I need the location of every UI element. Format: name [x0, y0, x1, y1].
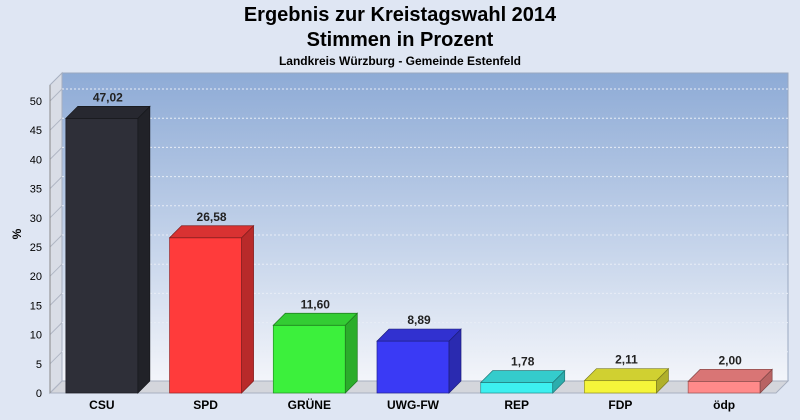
bar-value-label: 47,02 — [93, 90, 123, 104]
bar-top — [272, 312, 359, 326]
x-tick-label: GRÜNE — [288, 397, 331, 412]
bar-value-label: 1,78 — [511, 355, 535, 369]
bar-ödp — [687, 368, 773, 394]
bar-rep — [479, 369, 566, 394]
bar-side — [137, 105, 151, 394]
x-tick-label: ödp — [713, 398, 735, 412]
y-tick-label: 40 — [30, 154, 42, 166]
grid-line-side — [49, 322, 63, 335]
bar-front — [376, 340, 450, 394]
bar-top — [168, 225, 255, 239]
y-tick-label: 15 — [30, 300, 42, 312]
chart-title: Ergebnis zur Kreistagswahl 2014 — [243, 4, 557, 26]
bar-top — [687, 368, 773, 382]
bar-top — [376, 328, 462, 342]
bar-value-label: 26,58 — [197, 210, 227, 224]
bar-spd — [168, 224, 255, 394]
y-tick-label: 50 — [30, 96, 42, 108]
y-tick-label: 20 — [30, 271, 42, 283]
grid-line-side — [49, 234, 63, 248]
grid-line-side — [49, 117, 63, 131]
y-axis-label: % — [10, 228, 24, 239]
y-tick-label: 25 — [30, 242, 42, 254]
x-tick-label: UWG-FW — [387, 398, 440, 412]
bar-front — [480, 382, 554, 394]
x-tick-label: REP — [504, 398, 529, 412]
y-tick-label: 30 — [30, 213, 42, 225]
grid-line-side — [49, 147, 63, 160]
bar-uwg-fw — [376, 328, 462, 394]
y-tick-label: 5 — [36, 359, 42, 371]
grid-line-side — [49, 88, 63, 102]
bar-top — [583, 368, 670, 382]
bar-top — [65, 106, 151, 119]
x-tick-label: CSU — [89, 398, 114, 412]
bar-front — [687, 380, 761, 394]
grid-line-side — [49, 263, 63, 277]
bar-side — [344, 312, 358, 394]
bar-front — [272, 324, 346, 394]
bar-value-label: 2,00 — [718, 353, 742, 367]
bar-grüne — [272, 312, 359, 394]
bar-value-label: 2,11 — [615, 353, 638, 367]
bar-front — [169, 237, 242, 394]
x-tick-label: SPD — [193, 398, 218, 412]
x-tick-label: FDP — [608, 398, 632, 412]
y-tick-label: 0 — [36, 388, 42, 400]
plot-side-wall — [49, 71, 63, 395]
bar-side — [241, 224, 254, 394]
bar-fdp — [583, 367, 670, 394]
y-tick-label: 35 — [30, 184, 42, 196]
y-tick-label: 45 — [30, 125, 42, 137]
grid-line-side — [49, 380, 63, 394]
y-tick-label: 10 — [30, 330, 42, 342]
bar-csu — [65, 105, 151, 394]
grid-line-side — [49, 176, 63, 189]
bar-value-label: 8,89 — [407, 313, 431, 327]
bar-front — [584, 380, 657, 394]
bar-value-label: 11,60 — [301, 297, 331, 311]
grid-line-side — [49, 293, 63, 306]
chart-caption: Landkreis Würzburg - Gemeinde Estenfeld — [278, 54, 522, 68]
grid-line-side — [49, 351, 63, 365]
bar-top — [479, 370, 566, 383]
grid-line-side — [49, 205, 63, 219]
bar-front — [65, 118, 139, 394]
chart-subtitle: Stimmen in Prozent — [306, 29, 494, 51]
